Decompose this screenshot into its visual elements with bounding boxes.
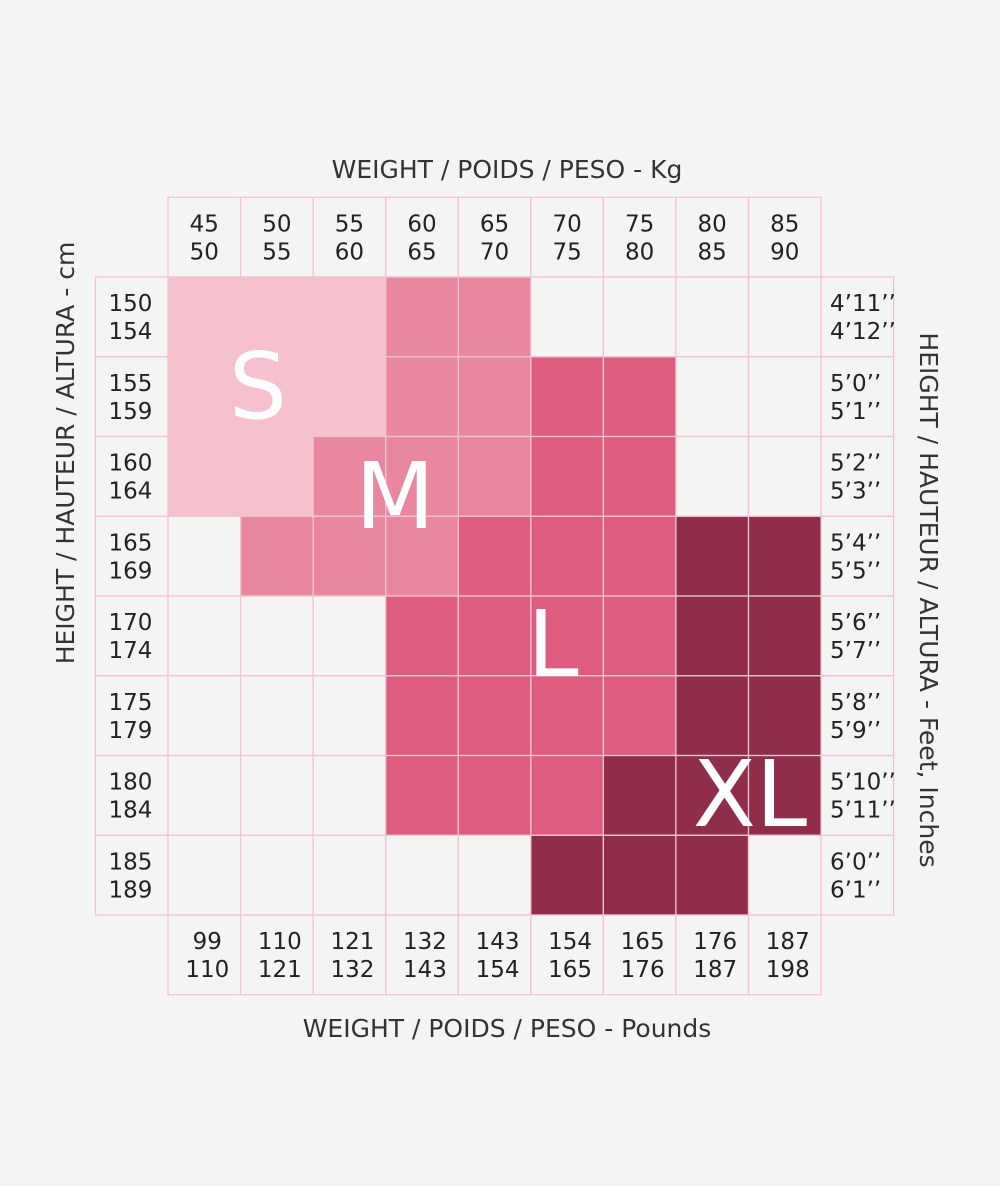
ft-label: 4’11’’ [830, 291, 896, 317]
lb-label: 187 [693, 957, 737, 983]
ft-label: 6’1’’ [830, 877, 881, 903]
kg-label: 55 [262, 239, 291, 265]
kg-label: 70 [480, 239, 509, 265]
size-region [385, 755, 604, 836]
cm-label: 175 [108, 690, 152, 716]
cell [94, 834, 169, 916]
kg-label: 80 [698, 211, 727, 237]
cm-label: 170 [108, 610, 152, 636]
kg-label: 85 [770, 211, 799, 237]
lb-label: 176 [693, 929, 737, 955]
ft-label: 5’4’’ [830, 530, 881, 556]
lb-label: 110 [258, 929, 302, 955]
ft-label: 5’7’’ [830, 638, 881, 664]
lb-label: 132 [403, 929, 447, 955]
lb-label: 132 [330, 957, 374, 983]
cm-label: 164 [108, 479, 152, 505]
cm-label: 154 [108, 319, 152, 345]
ft-label: 5’2’’ [830, 451, 881, 477]
kg-label: 65 [407, 239, 436, 265]
lb-label: 143 [403, 957, 447, 983]
ft-label: 5’5’’ [830, 558, 881, 584]
size-label: M [355, 443, 434, 550]
kg-label: 80 [625, 239, 654, 265]
kg-label: 85 [698, 239, 727, 265]
lb-label: 121 [330, 929, 374, 955]
kg-label: 50 [262, 211, 291, 237]
size-region [458, 516, 676, 596]
kg-label: 55 [335, 211, 364, 237]
cm-label: 159 [108, 399, 152, 425]
cm-label: 160 [108, 451, 152, 477]
cell [747, 914, 822, 996]
size-label: L [527, 591, 578, 698]
lb-label: 99 [193, 929, 222, 955]
cm-label: 169 [108, 558, 152, 584]
ft-label: 5’8’’ [830, 690, 881, 716]
kg-label: 75 [625, 211, 654, 237]
cm-label: 155 [108, 371, 152, 397]
kg-label: 90 [770, 239, 799, 265]
ft-label: 5’6’’ [830, 610, 881, 636]
ft-label: 5’0’’ [830, 371, 881, 397]
kg-label: 45 [190, 211, 219, 237]
lb-label: 143 [476, 929, 520, 955]
ft-label: 5’9’’ [830, 718, 881, 744]
lb-label: 154 [548, 929, 592, 955]
lb-label: 198 [766, 957, 810, 983]
bottom-title: WEIGHT / POIDS / PESO - Pounds [303, 1014, 712, 1043]
size-label: XL [693, 741, 807, 848]
size-region [603, 755, 822, 836]
cm-label: 179 [108, 718, 152, 744]
left-title: HEIGHT / HAUTEUR / ALTURA - cm [51, 242, 80, 665]
kg-label: 60 [335, 239, 364, 265]
cm-label: 189 [108, 877, 152, 903]
ft-label: 5’1’’ [830, 399, 881, 425]
lb-label: 165 [548, 957, 592, 983]
size-region [530, 835, 749, 915]
right-title: HEIGHT / HAUTEUR / ALTURA - Feet, Inches [914, 332, 943, 867]
kg-label: 50 [190, 239, 219, 265]
kg-label: 70 [552, 211, 581, 237]
lb-label: 121 [258, 957, 302, 983]
ft-label: 4’12’’ [830, 319, 896, 345]
cell [747, 196, 822, 278]
kg-label: 65 [480, 211, 509, 237]
size-label: S [229, 333, 287, 440]
cm-label: 180 [108, 770, 152, 796]
size-region [313, 436, 531, 517]
cm-label: 174 [108, 638, 152, 664]
lb-label: 165 [621, 929, 665, 955]
ft-label: 5’11’’ [830, 798, 896, 824]
cm-label: 165 [108, 530, 152, 556]
kg-label: 60 [407, 211, 436, 237]
size-region [240, 516, 459, 596]
lb-label: 154 [476, 957, 520, 983]
kg-label: 75 [552, 239, 581, 265]
lb-label: 110 [185, 957, 229, 983]
lb-label: 176 [621, 957, 665, 983]
cm-label: 150 [108, 291, 152, 317]
ft-label: 6’0’’ [830, 849, 881, 875]
cell [820, 834, 895, 916]
top-title: WEIGHT / POIDS / PESO - Kg [332, 155, 683, 184]
cm-label: 184 [108, 798, 152, 824]
lb-label: 187 [766, 929, 810, 955]
ft-label: 5’3’’ [830, 479, 881, 505]
cm-label: 185 [108, 849, 152, 875]
ft-label: 5’10’’ [830, 770, 896, 796]
